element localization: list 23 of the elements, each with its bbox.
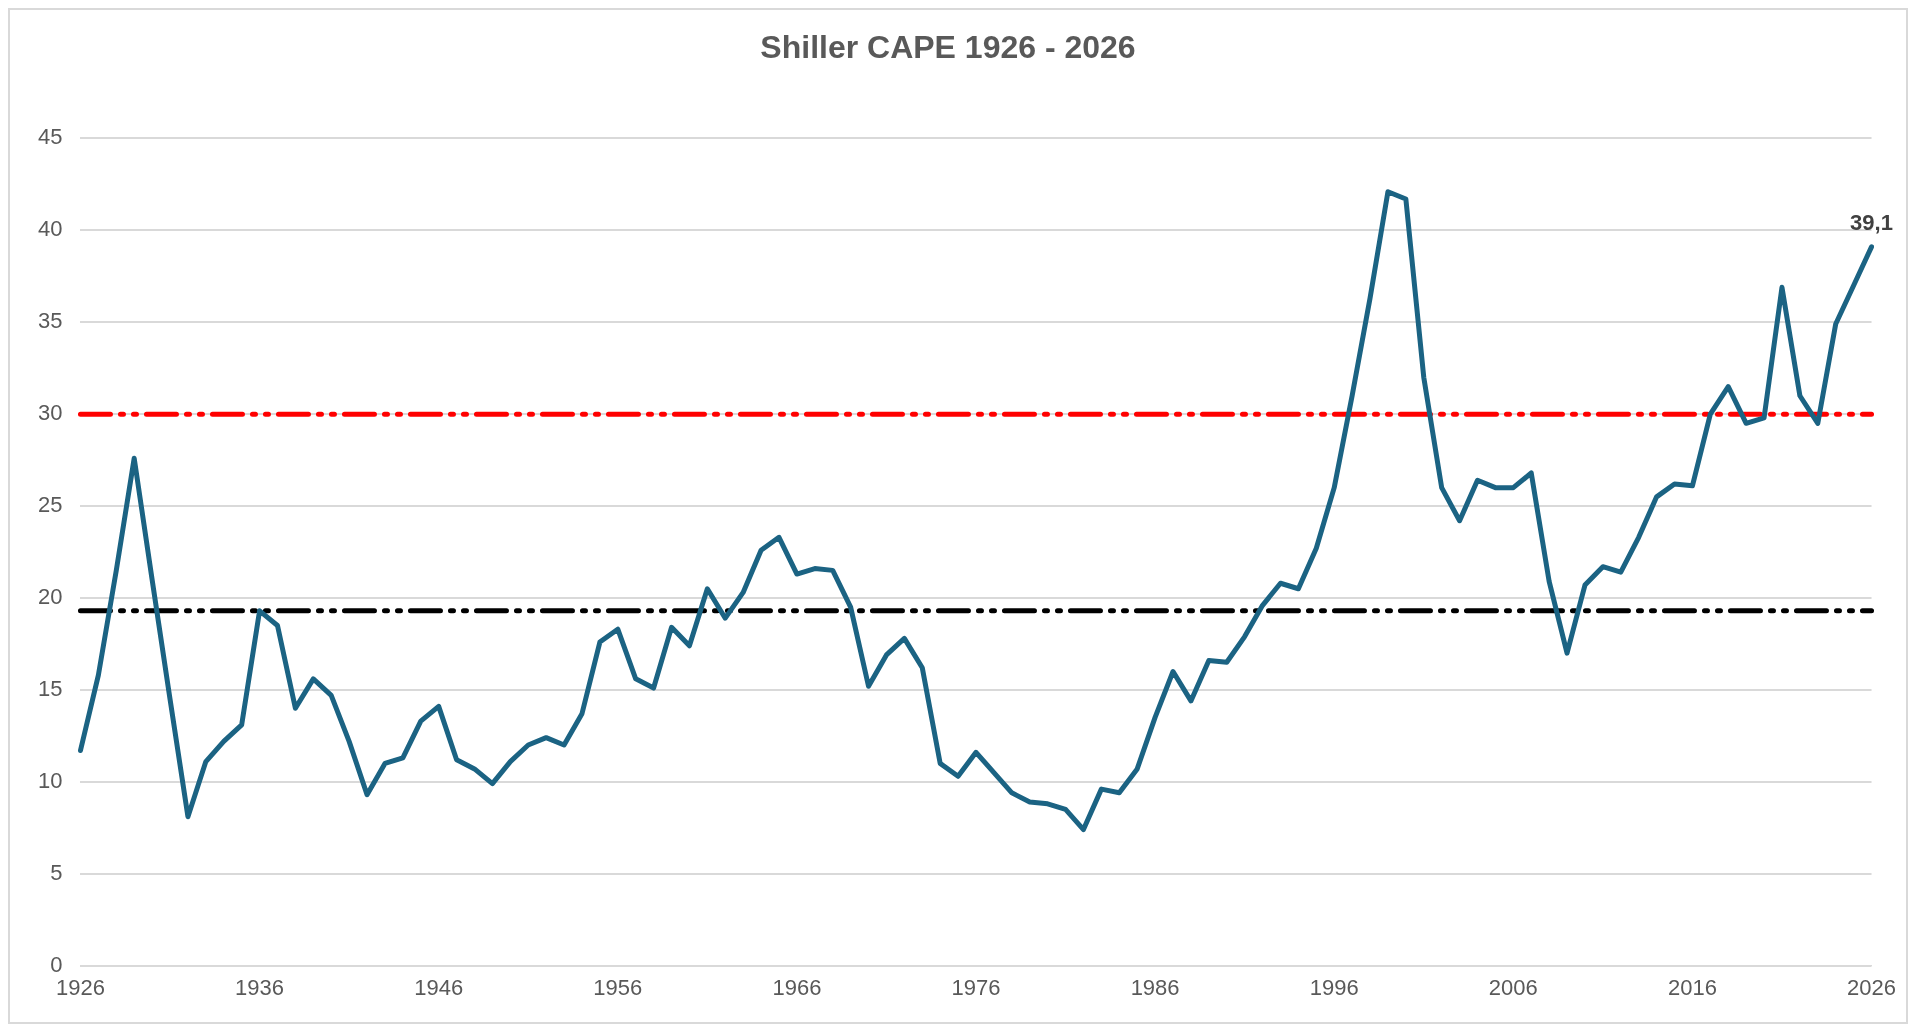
y-tick-label: 10 — [37, 767, 63, 793]
x-tick-label: 1946 — [414, 974, 464, 1000]
x-tick-label: 1996 — [1309, 974, 1359, 1000]
chart-title: Shiller CAPE 1926 - 2026 — [760, 29, 1136, 66]
y-tick-label: 20 — [37, 584, 63, 610]
y-tick-label: 35 — [37, 308, 63, 334]
x-tick-label: 1956 — [593, 974, 643, 1000]
x-tick-label: 1926 — [55, 974, 105, 1000]
y-tick-label: 30 — [37, 400, 63, 426]
x-tick-label: 2006 — [1488, 974, 1538, 1000]
x-tick-label: 1986 — [1130, 974, 1180, 1000]
y-tick-label: 40 — [37, 216, 63, 242]
y-tick-label: 45 — [37, 124, 63, 150]
data-label: 39,1 — [1850, 209, 1893, 235]
y-tick-label: 0 — [50, 951, 63, 977]
x-tick-label: 1936 — [235, 974, 285, 1000]
x-tick-label: 1966 — [772, 974, 822, 1000]
x-tick-label: 2026 — [1847, 974, 1897, 1000]
y-tick-label: 15 — [37, 675, 63, 701]
x-tick-label: 1976 — [951, 974, 1001, 1000]
y-tick-label: 25 — [37, 492, 63, 518]
x-tick-label: 2016 — [1667, 974, 1717, 1000]
y-tick-label: 5 — [50, 859, 63, 885]
